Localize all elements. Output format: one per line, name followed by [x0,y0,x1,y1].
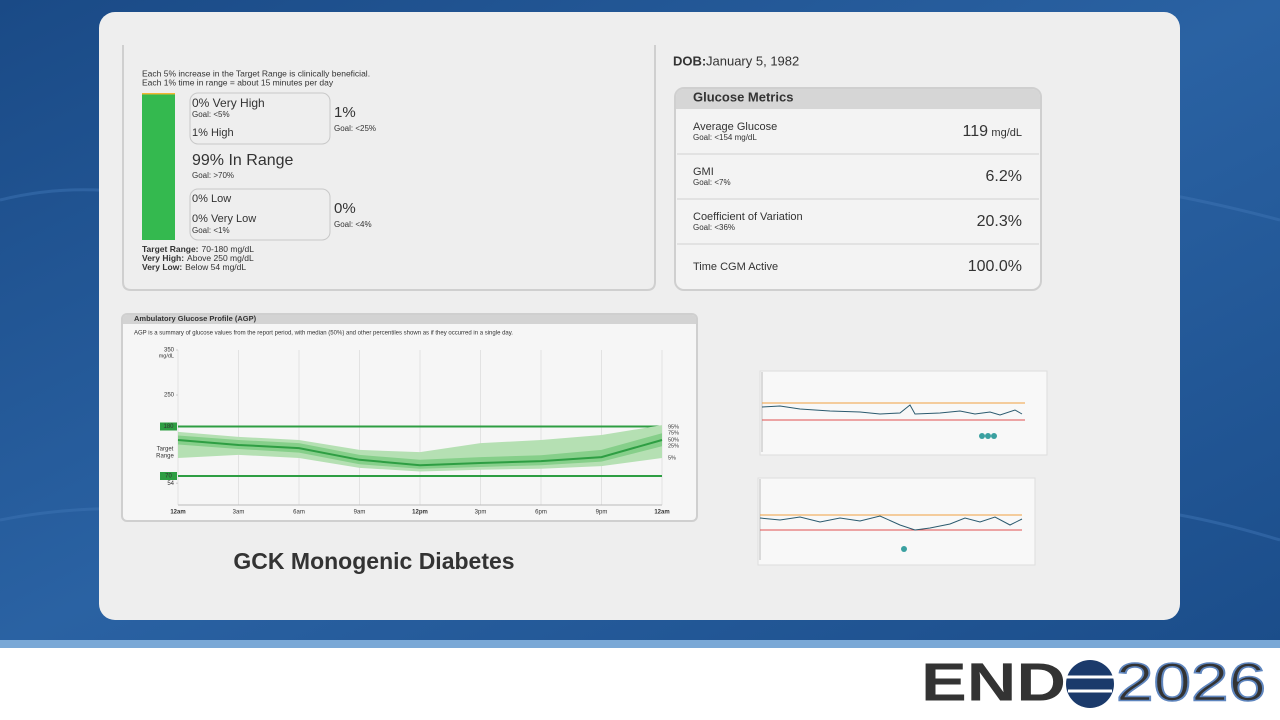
range-label: 0% Very Low [192,213,256,225]
range-goal: Goal: >70% [192,171,234,180]
logo-year: 2026 [1116,652,1266,712]
agp-header [123,315,696,324]
range-goal: Goal: <5% [192,110,230,119]
y-tick-label: 250 [164,393,175,399]
percentile-label: 95% [668,424,679,430]
divider [0,640,1280,648]
tir-note: Each 1% time in range = about 15 minutes… [142,77,334,87]
y-unit: mg/dL [159,353,174,359]
agp-inner-band [178,433,662,469]
dob-value: January 5, 1982 [706,53,799,68]
metric-value: 20.3% [977,213,1022,230]
definition: Very Low: Below 54 mg/dL [142,262,246,272]
logo-globe [1066,660,1114,708]
metrics-header [676,89,1040,109]
metric-goal: Goal: <154 mg/dL [693,133,757,142]
definition-term: Target Range: [142,244,199,254]
tir-panel [122,45,656,291]
metric-label: Coefficient of Variation [693,211,803,223]
x-tick-label: 9am [354,510,366,516]
combined-goal: Goal: <4% [334,220,372,229]
range-label: 1% High [192,127,234,139]
y-tick-label: 54 [167,481,174,487]
x-tick-label: 6am [293,510,305,516]
agp-panel [121,313,698,522]
percentile-label: 75% [668,430,679,436]
tir-segment [142,94,175,240]
target-tag [160,472,177,480]
definition: Very High: Above 250 mg/dL [142,253,254,263]
metric-label: Time CGM Active [693,261,778,273]
range-goal: Goal: <1% [192,226,230,235]
target-label: Target Range [156,446,174,459]
definition-text: Below 54 mg/dL [185,262,246,272]
metric-value: 6.2% [986,168,1022,185]
y-tick-label: 180 [163,424,174,430]
target-tag [160,422,177,431]
definition-term: Very High: [142,253,184,263]
agp-median [177,439,663,467]
metrics-panel [674,87,1042,291]
x-tick-label: 12am [170,510,185,516]
combined-value: 0% [334,200,356,217]
metric-label: Average Glucose [693,121,777,133]
agp-title: Ambulatory Glucose Profile (AGP) [134,314,257,323]
range-label: 0% Very High [192,96,265,110]
content: DOB: January 5, 1982 Each 5% increase in t… [134,53,1267,713]
metric-label: GMI [693,166,714,178]
metric-value: 100.0% [968,258,1022,275]
percentile-label: 25% [668,443,679,449]
definition-text: Above 250 mg/dL [187,253,254,263]
tir-note: Each 5% increase in the Target Range is … [142,68,370,78]
metric-goal: Goal: <7% [693,178,731,187]
x-tick-label: 6pm [535,510,547,516]
x-tick-label: 12pm [412,510,428,516]
thumbnail [759,370,1048,456]
range-label: 99% In Range [192,152,294,169]
y-tick-label: 70 [165,474,172,480]
thumbnail [757,477,1036,566]
tir-box [189,188,331,241]
definition: Target Range: 70-180 mg/dL [142,244,254,254]
percentile-label: 5% [668,455,676,461]
caption: GCK Monogenic Diabetes [233,548,514,574]
logo-word: END [921,652,1066,712]
x-tick-label: 12am [654,510,669,516]
percentile-label: 50% [668,437,679,443]
y-tick-label: 350 [164,348,175,354]
x-tick-label: 3am [233,510,245,516]
dob-label: DOB: [673,53,706,68]
x-tick-label: 3pm [475,510,487,516]
tir-segment [142,93,175,95]
range-label: 0% Low [192,193,231,205]
metrics-title: Glucose Metrics [693,89,793,104]
metric-unit: mg/dL [991,127,1022,139]
definition-text: 70-180 mg/dL [202,244,255,254]
combined-goal: Goal: <25% [334,124,376,133]
tir-bar [142,93,175,240]
metric-goal: Goal: <36% [693,223,735,232]
tir-box [189,92,331,145]
combined-value: 1% [334,104,356,121]
agp-description: AGP is a summary of glucose values from … [134,331,513,337]
metric-value: 119 [962,123,988,140]
definition-term: Very Low: [142,262,182,272]
x-tick-label: 9pm [596,510,608,516]
